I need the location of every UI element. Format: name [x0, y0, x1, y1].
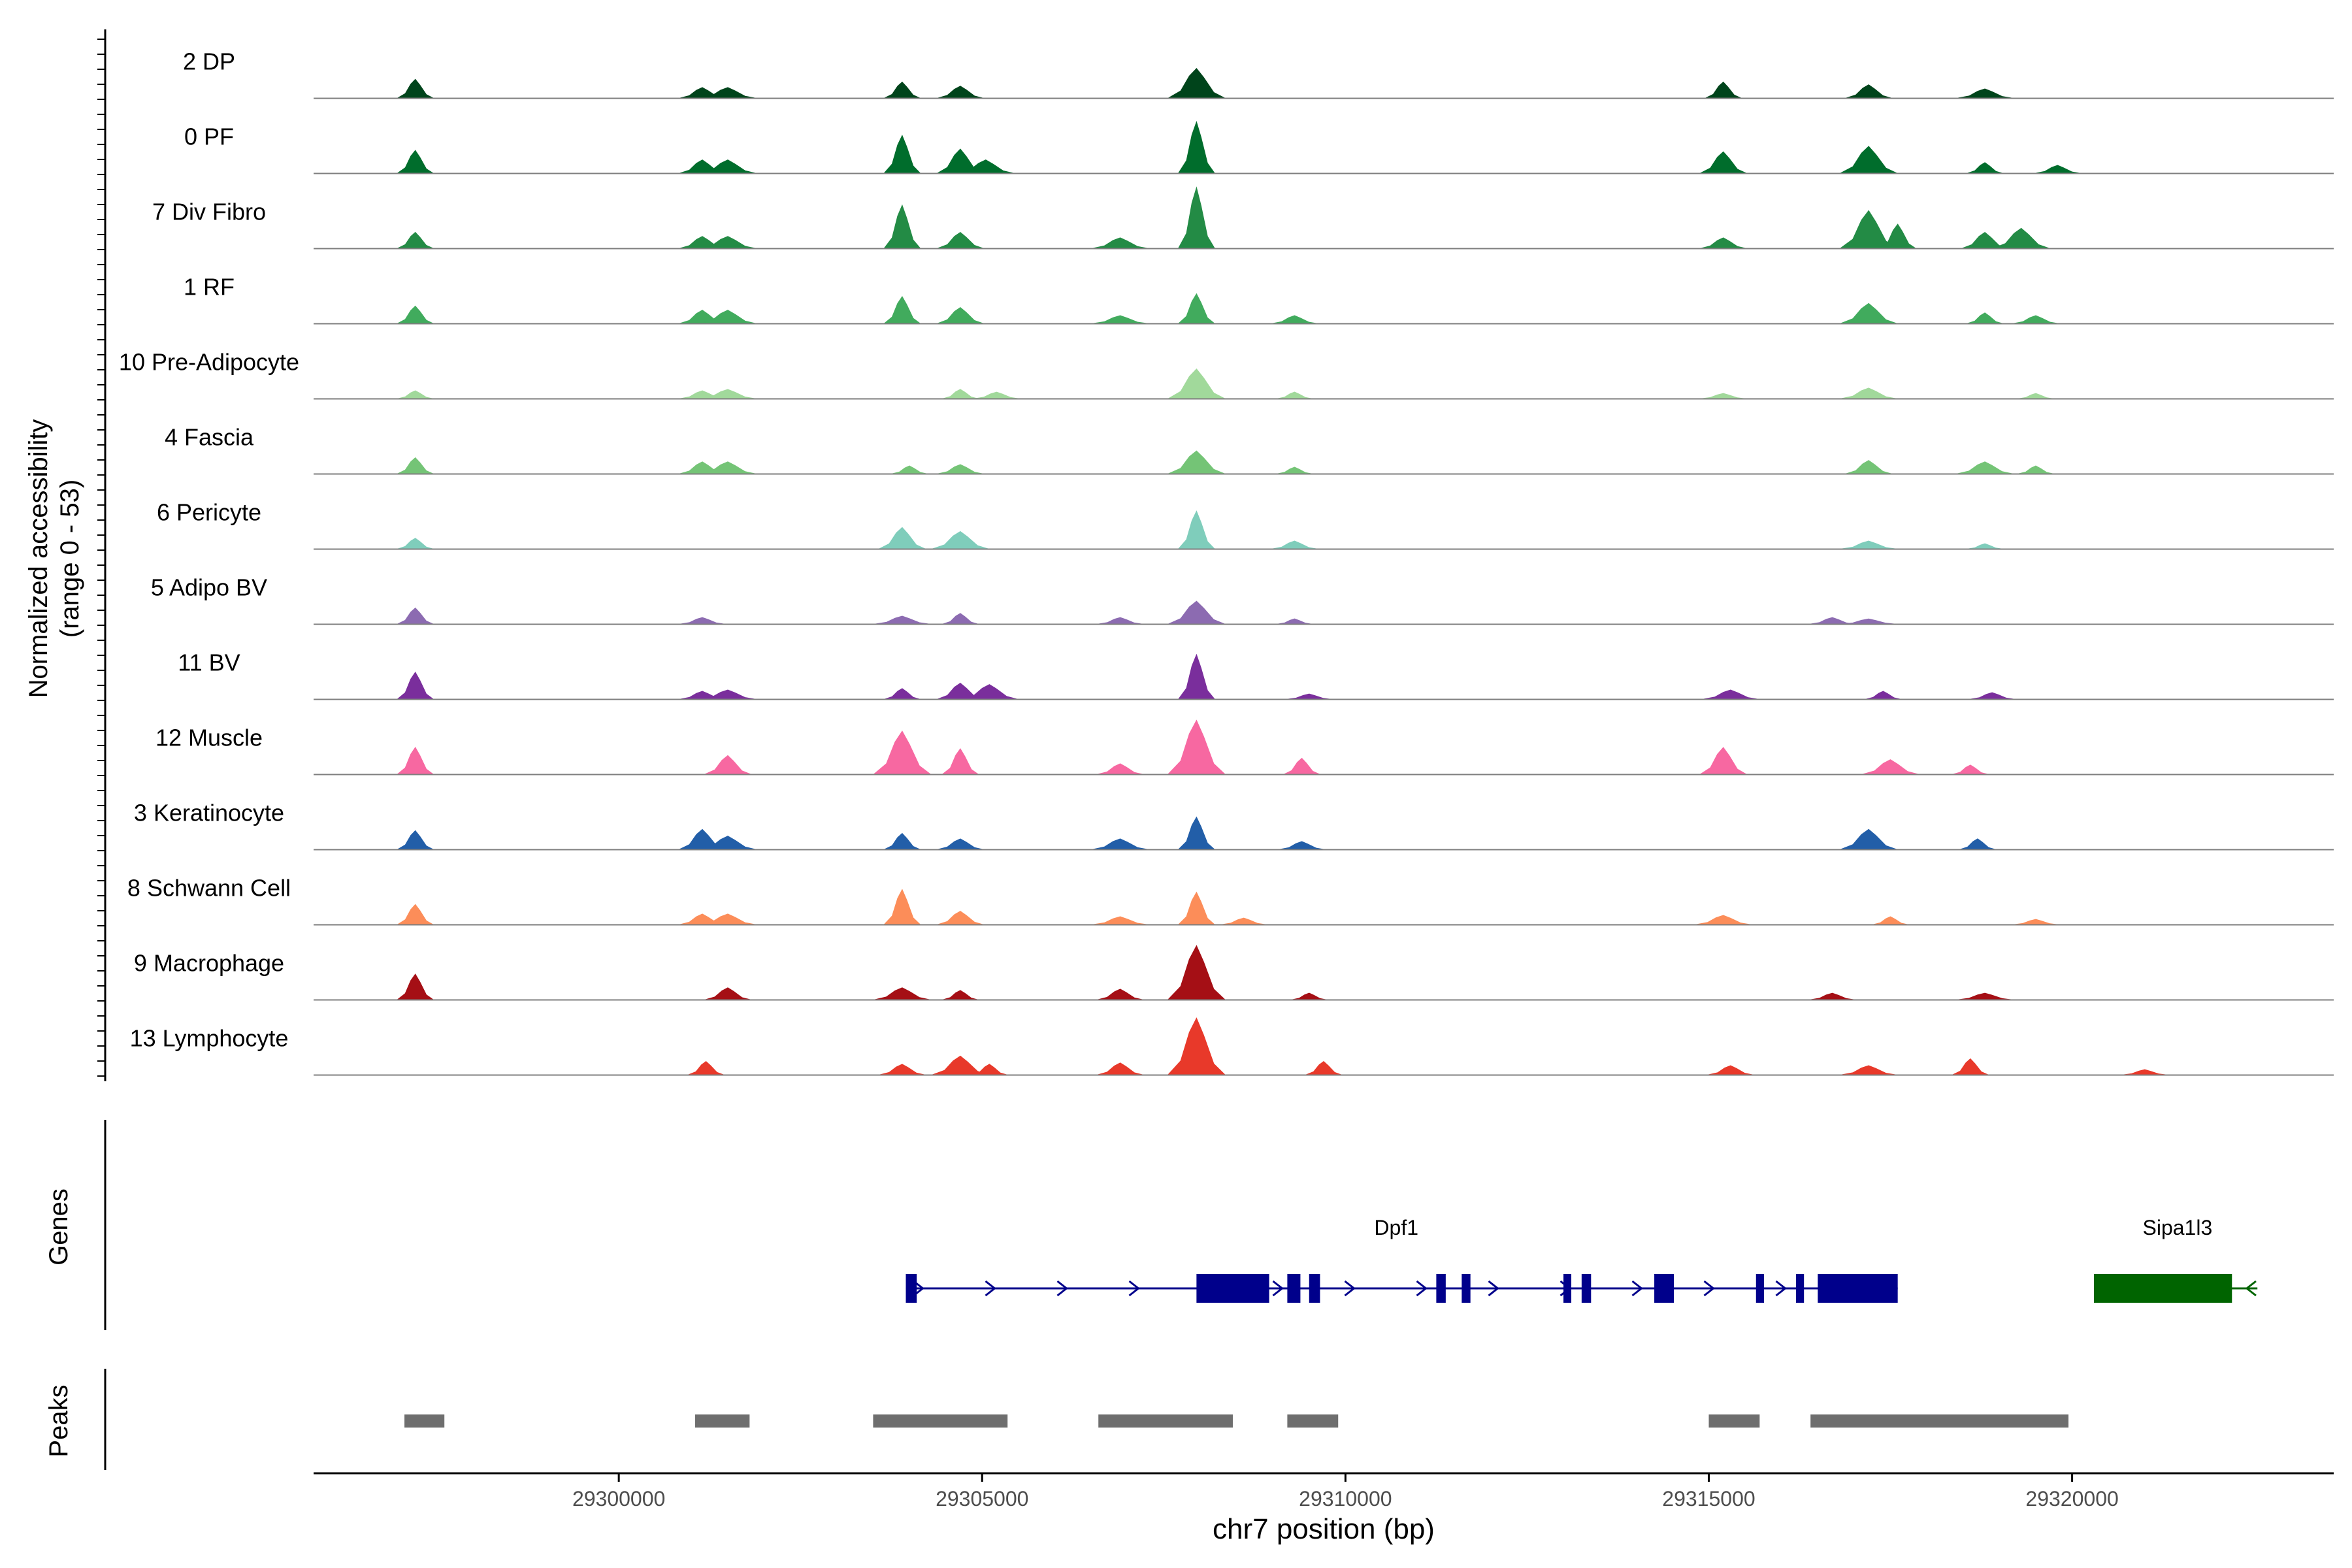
coverage-area	[314, 600, 2334, 625]
track-label: 12 Muscle	[155, 725, 263, 751]
track-label: 0 PF	[184, 123, 234, 150]
peak-region-track	[404, 1414, 2069, 1428]
x-axis-tick-label: 29320000	[2025, 1487, 2118, 1511]
gene-exon	[1287, 1274, 1301, 1303]
peak-region	[1287, 1414, 1339, 1428]
coverage-area	[314, 816, 2334, 850]
coverage-area	[314, 653, 2334, 700]
coverage-area	[314, 510, 2334, 549]
coverage-area	[314, 68, 2334, 99]
strand-arrow	[1056, 1280, 1068, 1297]
coverage-area	[314, 1017, 2334, 1075]
coverage-area	[314, 120, 2334, 174]
coverage-track: 5 Adipo BV	[151, 574, 2334, 625]
gene-exon	[1818, 1274, 1898, 1303]
gene-exon	[2093, 1274, 2232, 1303]
track-label: 7 Div Fibro	[152, 199, 266, 225]
coverage-y-axis-ticks	[97, 39, 105, 1077]
strand-arrow	[1416, 1280, 1428, 1297]
coverage-track: 13 Lymphocyte	[130, 1017, 2334, 1076]
strand-arrow	[1631, 1280, 1643, 1297]
gene-exon	[906, 1274, 917, 1303]
strand-arrow	[1344, 1280, 1356, 1297]
coverage-track: 8 Schwann Cell	[127, 875, 2334, 926]
x-axis-tick-label: 29310000	[1299, 1487, 1392, 1511]
strand-arrow	[985, 1280, 996, 1297]
y-axis-title: Normalized accessibility	[24, 419, 53, 698]
gene-model: Dpf1	[906, 1216, 1898, 1303]
coverage-area	[314, 293, 2334, 324]
genes-panel-title: Genes	[44, 1188, 73, 1266]
gene-annotation-track: Dpf1 Sipa1l3	[906, 1216, 2258, 1303]
strand-arrow	[1488, 1280, 1499, 1297]
track-label: 9 Macrophage	[134, 950, 284, 977]
strand-arrow	[1703, 1280, 1715, 1297]
gene-exon	[1563, 1274, 1572, 1303]
gene-exon	[1581, 1274, 1592, 1303]
peaks-panel-title: Peaks	[44, 1384, 73, 1457]
track-label: 3 Keratinocyte	[134, 800, 284, 826]
coverage-track: 10 Pre-Adipocyte	[119, 349, 2334, 400]
coverage-track: 2 DP	[183, 48, 2334, 99]
x-axis-tick-label: 29300000	[572, 1487, 665, 1511]
track-label: 11 BV	[178, 649, 240, 676]
gene-name-label: Dpf1	[1374, 1216, 1418, 1239]
peak-region	[1810, 1414, 2069, 1428]
coverage-area	[314, 450, 2334, 474]
gene-exon	[1654, 1274, 1674, 1303]
track-label: 4 Fascia	[165, 424, 254, 451]
track-label: 5 Adipo BV	[151, 574, 267, 601]
x-axis-title: chr7 position (bp)	[1213, 1513, 1435, 1545]
track-label: 1 RF	[184, 274, 235, 301]
gene-exon	[1436, 1274, 1446, 1303]
y-axis-title-group: Normalized accessibility (range 0 - 53)	[24, 419, 84, 698]
track-label: 6 Pericyte	[157, 499, 261, 526]
coverage-area	[314, 719, 2334, 775]
gene-exon	[1795, 1274, 1805, 1303]
strand-arrow	[1272, 1280, 1284, 1297]
peak-region	[694, 1414, 750, 1428]
coverage-track: 0 PF	[184, 120, 2334, 174]
coverage-track: 1 RF	[184, 274, 2334, 325]
coverage-track: 3 Keratinocyte	[134, 800, 2334, 851]
coverage-area	[314, 186, 2334, 249]
coverage-track: 9 Macrophage	[134, 945, 2334, 1001]
gene-name-label: Sipa1l3	[2142, 1216, 2212, 1239]
peak-region	[1708, 1414, 1760, 1428]
strand-arrow	[2245, 1280, 2257, 1297]
coverage-area	[314, 368, 2334, 399]
track-label: 8 Schwann Cell	[127, 875, 291, 902]
gene-exon	[1756, 1274, 1765, 1303]
track-label: 10 Pre-Adipocyte	[119, 349, 299, 376]
coverage-area	[314, 945, 2334, 1000]
coverage-track: 11 BV	[178, 649, 2334, 700]
gene-exon	[1196, 1274, 1269, 1303]
peak-region	[404, 1414, 445, 1428]
peak-region	[873, 1414, 1008, 1428]
coverage-tracks: 2 DP 0 PF 7 Div Fibro 1 RF 10 Pre-Adipocyte 4…	[119, 48, 2334, 1076]
gene-exon	[1462, 1274, 1471, 1303]
y-axis-range-subtitle: (range 0 - 53)	[56, 480, 84, 638]
track-label: 13 Lymphocyte	[130, 1025, 289, 1052]
gene-exon	[1309, 1274, 1320, 1303]
coverage-area	[314, 889, 2334, 925]
gene-model: Sipa1l3	[2093, 1216, 2258, 1303]
coverage-track: 12 Muscle	[155, 719, 2334, 776]
track-label: 2 DP	[183, 48, 235, 75]
x-axis-tick-label: 29315000	[1662, 1487, 1755, 1511]
coverage-track: 7 Div Fibro	[152, 186, 2334, 250]
x-axis-tick-label: 29305000	[936, 1487, 1028, 1511]
strand-arrow	[1775, 1280, 1787, 1297]
coverage-track: 6 Pericyte	[157, 499, 2334, 550]
coverage-track: 4 Fascia	[165, 424, 2334, 475]
peak-region	[1098, 1414, 1233, 1428]
strand-arrow	[1128, 1280, 1140, 1297]
x-axis-ticks: 29300000 29305000 29310000 29315000 29320000	[572, 1473, 2119, 1511]
